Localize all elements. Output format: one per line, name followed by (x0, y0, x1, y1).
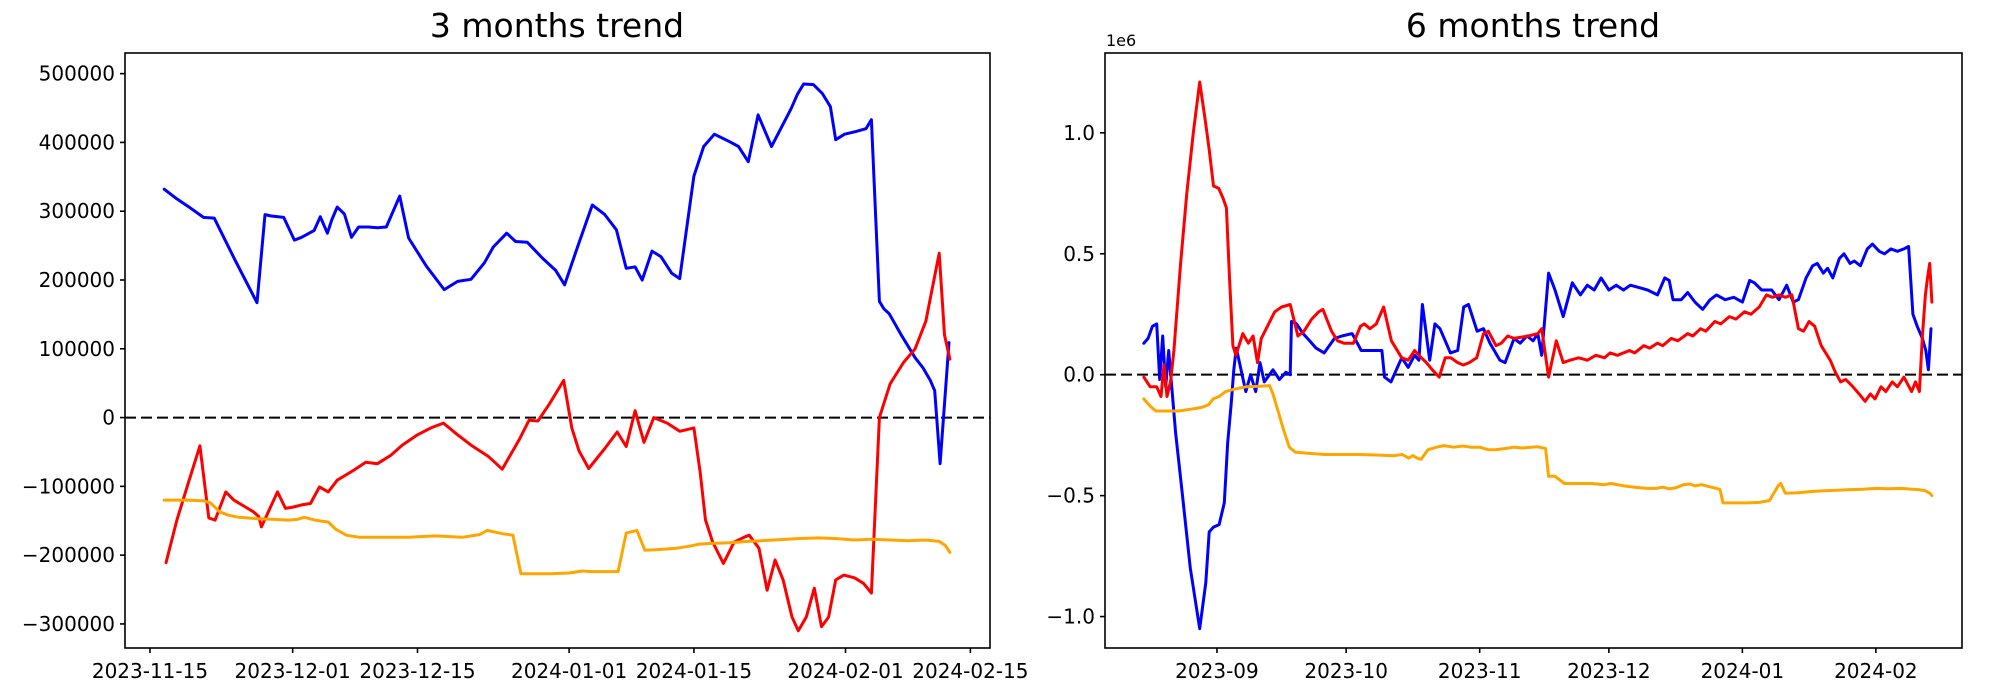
y-tick-label: −300000 (22, 612, 115, 636)
series-line-blue (1142, 242, 1933, 631)
chart-title-6-months: 6 months trend (1405, 6, 1661, 45)
x-tick-label: 2024-02 (1834, 659, 1918, 683)
y-tick-label: 300000 (39, 199, 115, 223)
x-tick-label: 2024-01-01 (511, 659, 627, 683)
y-tick-label: 400000 (39, 130, 115, 154)
series-line-red (1142, 80, 1934, 403)
y-tick-label: 200000 (39, 268, 115, 292)
chart-0-group: 500000 400000 300000 200000 100000 0 −100000 −2… (22, 52, 1028, 683)
y-tick-label: −100000 (22, 474, 115, 498)
chart-title-3-months: 3 months trend (429, 6, 685, 45)
y-tick-label: 0.5 (1063, 242, 1095, 266)
y-tick-label: 100000 (39, 337, 115, 361)
y-tick-label: −1.0 (1046, 605, 1095, 629)
series-line-orange (1142, 384, 1934, 505)
chart-1-group: 1.0 0.5 0.0 −0.5 −1.0 2023-09 2023-10 2023-11 20… (1046, 52, 1963, 683)
x-tick-label: 2024-02-15 (912, 659, 1028, 683)
series-line-orange (162, 498, 952, 576)
x-tick-label: 2023-12-01 (235, 659, 351, 683)
y-tick-label: 500000 (39, 62, 115, 86)
y-tick-label: 1.0 (1063, 121, 1095, 145)
series-line-blue (162, 82, 951, 466)
axes-frame (1104, 52, 1963, 649)
y-axis-offset-label: 1e6 (1106, 31, 1137, 50)
axes-frame (124, 52, 991, 649)
y-tick-label: 0 (102, 406, 115, 430)
y-tick-label: −200000 (22, 543, 115, 567)
x-tick-label: 2023-09 (1175, 659, 1259, 683)
y-tick-label: −0.5 (1046, 484, 1095, 508)
y-tick-label: 0.0 (1063, 363, 1095, 387)
x-tick-label: 2023-11-15 (92, 659, 208, 683)
x-tick-label: 2023-12-15 (359, 659, 475, 683)
x-tick-label: 2023-10 (1304, 659, 1388, 683)
x-tick-label: 2024-01 (1701, 659, 1785, 683)
x-tick-label: 2024-02-01 (787, 659, 903, 683)
x-tick-label: 2023-11 (1438, 659, 1522, 683)
x-tick-label: 2024-01-15 (636, 659, 752, 683)
series-line-red (164, 251, 952, 633)
x-tick-label: 2023-12 (1567, 659, 1651, 683)
